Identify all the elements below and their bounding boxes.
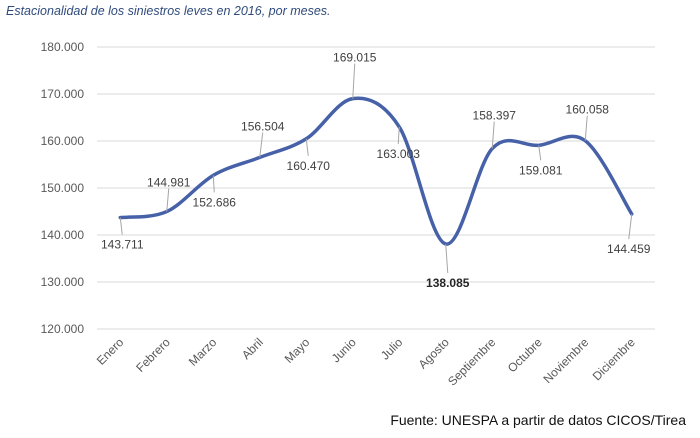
data-label: 152.686 (193, 195, 237, 209)
data-label: 138.085 (426, 276, 470, 290)
leader-line (584, 115, 588, 141)
leader-line (119, 217, 123, 235)
data-label: 159.081 (519, 163, 563, 177)
data-label: 158.397 (473, 109, 517, 123)
series-line (118, 96, 634, 246)
data-label: 169.015 (333, 51, 377, 65)
x-tick-label: Enero (94, 335, 127, 368)
x-tick-label: Noviembre (540, 335, 591, 386)
leader-line (445, 243, 449, 274)
x-tick-label: Febrero (133, 335, 173, 375)
y-tick-label: 180.000 (41, 40, 85, 54)
leader-line (352, 63, 356, 99)
leader-line (166, 188, 170, 212)
y-tick-label: 170.000 (41, 87, 85, 101)
x-tick-label: Julio (378, 335, 406, 363)
x-tick-label: Abril (239, 335, 266, 362)
leader-line (305, 138, 309, 156)
leader-line (538, 145, 542, 161)
data-label: 160.058 (566, 103, 610, 117)
chart-title: Estacionalidad de los siniestros leves e… (6, 4, 331, 18)
data-label: 160.470 (287, 159, 331, 173)
y-tick-label: 130.000 (41, 275, 85, 289)
leader-line (397, 126, 400, 144)
leader-line (491, 121, 495, 149)
leader-line (259, 132, 264, 158)
y-tick-label: 120.000 (41, 322, 85, 336)
data-label: 144.981 (147, 176, 191, 190)
x-tick-label: Septiembre (445, 335, 499, 389)
data-label: 143.711 (101, 238, 144, 252)
x-tick-label: Diciembre (590, 335, 638, 383)
source-note: Fuente: UNESPA a partir de datos CICOS/T… (390, 412, 686, 428)
y-tick-label: 150.000 (41, 181, 85, 195)
data-label: 144.459 (607, 242, 651, 256)
leader-line (212, 175, 215, 193)
x-tick-label: Octubre (505, 335, 545, 375)
data-label: 156.504 (241, 119, 285, 133)
x-tick-label: Marzo (186, 335, 220, 369)
leader-line (628, 213, 633, 240)
y-tick-label: 140.000 (41, 228, 85, 242)
y-tick-label: 160.000 (41, 134, 85, 148)
x-tick-label: Agosto (416, 335, 453, 372)
x-tick-label: Mayo (282, 335, 313, 366)
x-tick-label: Junio (329, 335, 359, 365)
data-label: 163.003 (377, 147, 421, 161)
